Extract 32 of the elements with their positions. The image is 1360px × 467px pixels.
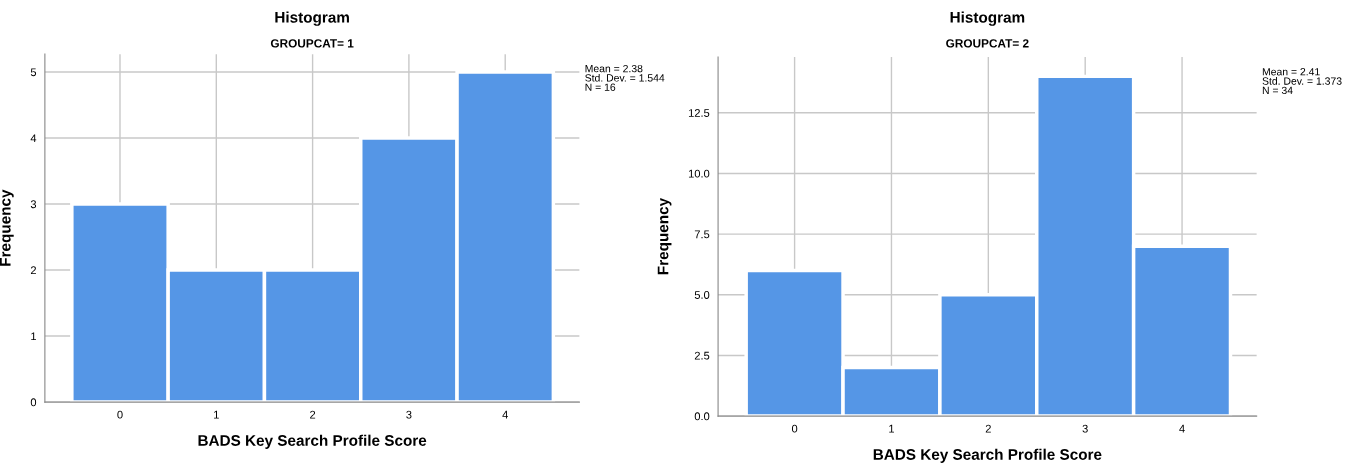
y-tick-label: 3 — [30, 200, 37, 209]
y-tick-label: 10.0 — [688, 169, 710, 178]
chart-title: Histogram — [950, 11, 1025, 26]
chart-subtitle: GROUPCAT= 1 — [270, 39, 354, 48]
x-tick-label: 3 — [406, 410, 412, 419]
y-tick-label: 7.5 — [694, 230, 710, 239]
y-axis-title: Frequency — [657, 197, 672, 275]
y-tick-label: 4 — [30, 134, 37, 143]
y-tick-label: 0.0 — [694, 412, 710, 421]
x-tick-label: 2 — [985, 424, 991, 433]
y-tick-label: 1 — [31, 332, 36, 341]
x-tick-label: 0 — [117, 410, 123, 419]
y-tick-label: 2 — [30, 266, 36, 275]
chart-title: Histogram — [275, 11, 349, 26]
y-tick-label: 5.0 — [694, 291, 710, 299]
y-axis-title: Frequency — [0, 189, 14, 266]
x-tick-label: 3 — [1082, 424, 1088, 433]
x-axis-title: BADS Key Search Profile Score — [198, 434, 427, 449]
x-tick-label: 1 — [214, 410, 219, 419]
x-tick-label: 2 — [310, 410, 316, 419]
y-tick-label: 0 — [30, 398, 37, 407]
x-tick-label: 4 — [1179, 424, 1185, 433]
x-tick-label: 1 — [889, 424, 895, 433]
y-tick-label: 5 — [30, 68, 37, 77]
text: Mean = 2.41 Std. Dev. = 1.373 N = 34 — [1262, 68, 1342, 95]
y-tick-label: 2.5 — [694, 351, 710, 360]
x-tick-label: 4 — [502, 410, 508, 419]
text: Mean = 2.38 Std. Dev. = 1.544 N = 16 — [585, 64, 665, 91]
chart-subtitle: GROUPCAT= 2 — [946, 39, 1029, 48]
x-axis-title: BADS Key Search Profile Score — [873, 448, 1102, 463]
x-tick-label: 0 — [791, 424, 798, 433]
y-tick-label: 12.5 — [688, 109, 710, 117]
